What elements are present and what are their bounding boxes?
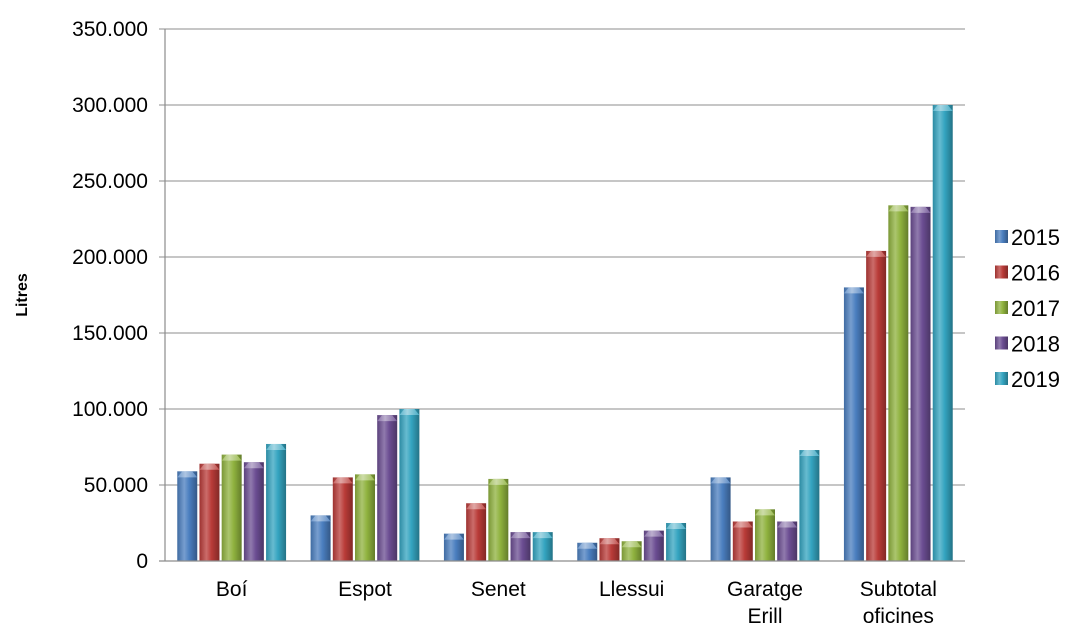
bar-cap — [266, 443, 287, 450]
bar-2019-4 — [799, 450, 820, 561]
bar-2015-5 — [843, 287, 864, 561]
bar-2015-2 — [443, 533, 464, 561]
bar-2017-0 — [221, 454, 242, 561]
bar-2018-2 — [510, 532, 531, 561]
y-tick-label: 350.000 — [72, 18, 148, 41]
bar-cap — [621, 541, 642, 548]
bar-2019-5 — [932, 105, 953, 561]
category-labels: Boí Espot Senet Llessui Garatge Erill Subtotal… — [216, 578, 937, 628]
bar-cap — [332, 477, 353, 484]
legend-label: 2019 — [1011, 367, 1060, 392]
bar-cap — [443, 533, 464, 540]
category-label: Senet — [471, 578, 526, 601]
axes — [159, 28, 965, 562]
bar-2016-4 — [732, 521, 753, 561]
bars — [177, 105, 953, 562]
bar-cap — [488, 478, 509, 485]
legend-swatch — [995, 336, 1008, 350]
y-tick-label: 200.000 — [72, 246, 148, 269]
bar-2015-1 — [310, 515, 331, 561]
bar-cap — [866, 250, 887, 257]
bar-cap — [910, 206, 931, 213]
bar-2018-0 — [243, 462, 264, 561]
bar-cap — [888, 205, 909, 212]
bar-2017-1 — [355, 474, 375, 561]
bar-2016-0 — [199, 463, 220, 561]
category-label: Subtotal oficines — [860, 578, 937, 628]
bar-2017-4 — [755, 509, 775, 561]
y-axis-label: Litres — [14, 273, 31, 317]
bar-cap — [221, 454, 242, 461]
y-tick-label: 100.000 — [72, 398, 148, 421]
bar-cap — [177, 471, 198, 478]
y-tick-label: 300.000 — [72, 94, 148, 117]
bar-2019-0 — [266, 443, 287, 561]
y-tick-label: 0 — [136, 550, 148, 573]
legend-item-2017: 2017 — [995, 296, 1060, 321]
category-label: Llessui — [599, 578, 664, 601]
category-label: Espot — [338, 578, 392, 601]
bar-cap — [310, 515, 331, 522]
bar-cap — [355, 474, 375, 481]
legend-swatch — [995, 372, 1008, 385]
bar-2018-3 — [643, 530, 664, 561]
bar-cap — [843, 287, 864, 294]
bar-2018-5 — [910, 206, 931, 561]
bar-cap — [732, 521, 753, 528]
bar-2016-2 — [466, 503, 487, 561]
bar-cap — [466, 503, 487, 510]
legend-item-2019: 2019 — [995, 367, 1060, 392]
bar-cap — [599, 538, 620, 545]
legend-item-2018: 2018 — [995, 332, 1060, 357]
bar-2018-4 — [777, 521, 798, 561]
legend-label: 2015 — [1011, 225, 1060, 250]
legend-item-2016: 2016 — [995, 261, 1060, 286]
bar-cap — [399, 409, 420, 415]
bar-cap — [532, 532, 553, 539]
bar-2016-5 — [866, 250, 887, 562]
bar-2017-5 — [888, 205, 909, 561]
legend-label: 2018 — [1011, 332, 1060, 357]
y-tick-label: 50.000 — [84, 474, 148, 497]
bar-cap — [377, 415, 398, 422]
legend-label: 2017 — [1011, 296, 1060, 321]
bar-cap — [577, 542, 598, 549]
bar-cap — [243, 462, 264, 469]
bar-cap — [643, 530, 664, 537]
bar-2016-1 — [332, 477, 353, 561]
category-label: Boí — [216, 578, 248, 601]
legend-swatch — [995, 265, 1008, 279]
legend-label: 2016 — [1011, 261, 1060, 286]
bar-cap — [510, 532, 531, 539]
bar-cap — [755, 509, 775, 516]
y-tick-labels: 0 50.000 100.000 150.000 200.000 250.000 300.0… — [72, 18, 148, 573]
y-tick-label: 250.000 — [72, 170, 148, 193]
bar-2015-0 — [177, 471, 198, 561]
gridlines — [165, 28, 965, 486]
bar-cap — [710, 477, 731, 484]
bar-cap — [666, 523, 687, 529]
bar-2018-1 — [377, 415, 398, 561]
bar-cap — [799, 450, 820, 457]
bar-2019-1 — [399, 409, 420, 561]
bar-cap — [932, 105, 953, 111]
legend-swatch — [995, 230, 1008, 243]
bar-2019-2 — [532, 532, 553, 561]
bar-cap — [199, 463, 220, 470]
bar-2015-4 — [710, 477, 731, 561]
category-label: Garatge Erill — [727, 578, 803, 628]
bar-cap — [777, 521, 798, 528]
legend-swatch — [995, 301, 1008, 314]
legend: 2015 2016 2017 2018 2019 — [995, 225, 1060, 392]
legend-item-2015: 2015 — [995, 225, 1060, 250]
y-tick-label: 150.000 — [72, 322, 148, 345]
bar-2019-3 — [666, 523, 687, 561]
bar-2017-2 — [488, 478, 509, 561]
